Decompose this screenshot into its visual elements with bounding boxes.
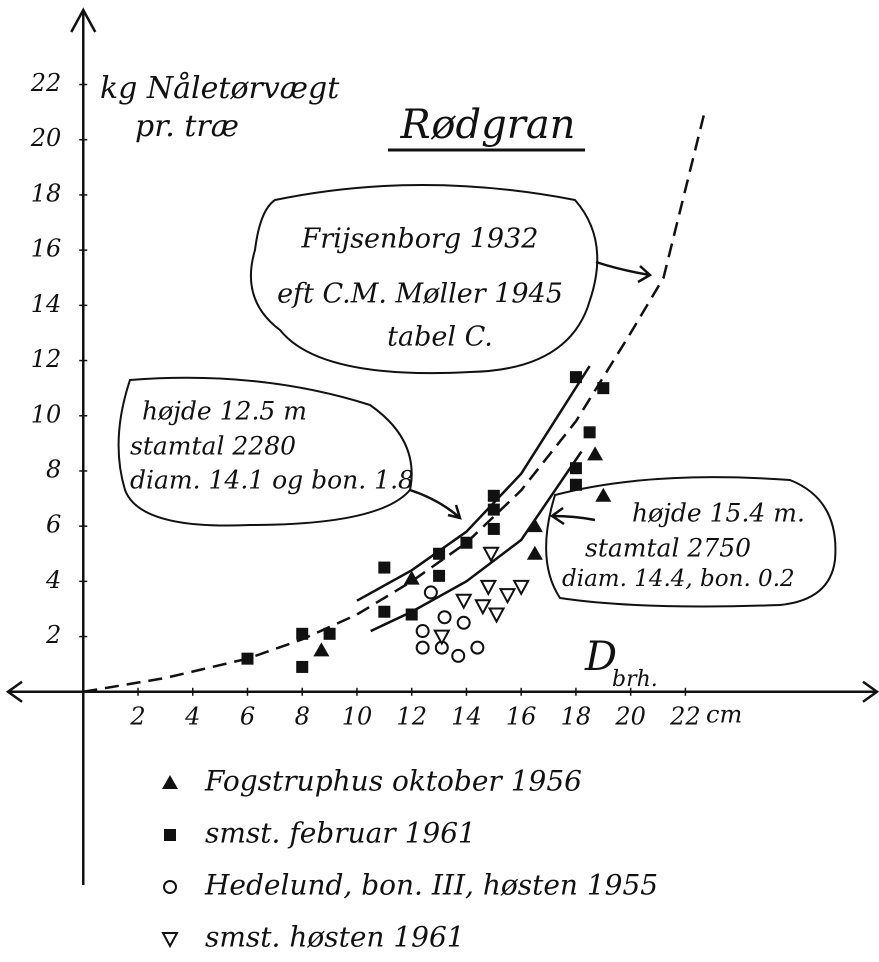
callout-arrow	[410, 490, 460, 518]
x-tick-label: 20	[614, 702, 646, 730]
point	[313, 642, 329, 656]
x-tick-label: 2	[129, 702, 145, 730]
y-tick-label: 10	[31, 400, 62, 428]
point	[570, 371, 582, 383]
y-tick-label: 20	[30, 124, 62, 152]
point	[527, 518, 543, 532]
x-tick-label: 16	[506, 702, 537, 730]
legend-label: Hedelund, bon. III, høsten 1955	[204, 869, 658, 902]
point	[296, 628, 308, 640]
annotation: tabel C.	[387, 322, 493, 353]
x-tick-label: 8	[295, 702, 310, 730]
y-tick-label: 6	[46, 511, 61, 539]
point	[570, 462, 582, 474]
point	[488, 504, 500, 516]
legend-marker	[164, 829, 176, 841]
point	[435, 631, 449, 644]
point	[597, 382, 609, 394]
y-tick-label: 4	[45, 566, 61, 594]
x-tick-label: 12	[396, 702, 427, 730]
y-axis-label: pr. træ	[135, 109, 239, 144]
chart: Rødgran kg Nåletørvægt pr. træ D brh. cm…	[0, 0, 879, 962]
x-tick-label: 10	[342, 702, 373, 730]
annotation: stamtal 2280	[130, 432, 296, 461]
point	[406, 608, 418, 620]
legend-label: Fogstruphus oktober 1956	[204, 765, 582, 798]
point	[488, 490, 500, 502]
annotation: eft C.M. Møller 1945	[277, 279, 563, 310]
point	[324, 628, 336, 640]
point	[452, 650, 464, 662]
point	[417, 625, 429, 637]
point	[458, 617, 470, 629]
point	[570, 479, 582, 491]
legend-label: smst. høsten 1961	[205, 921, 465, 954]
x-tick-label: 22	[669, 702, 701, 730]
y-tick-label: 12	[31, 345, 62, 373]
point	[417, 642, 429, 654]
point	[471, 642, 483, 654]
point	[460, 537, 472, 549]
chart-title: Rødgran	[400, 102, 576, 148]
point	[488, 523, 500, 535]
y-axis	[71, 10, 95, 885]
point	[501, 589, 515, 602]
annotation: Frijsenborg 1932	[301, 224, 539, 255]
x-tick-label: 14	[451, 702, 482, 730]
point	[241, 653, 253, 665]
point	[587, 446, 603, 460]
annotation: højde 12.5 m	[142, 397, 307, 426]
point	[378, 562, 390, 574]
x-axis-unit: cm	[706, 701, 742, 729]
x-axis-label: brh.	[612, 667, 658, 692]
point	[481, 581, 495, 594]
point	[296, 661, 308, 673]
y-tick-label: 22	[30, 69, 62, 97]
point	[378, 606, 390, 618]
annotation: diam. 14.4, bon. 0.2	[562, 566, 795, 592]
y-tick-label: 16	[31, 235, 62, 263]
point	[425, 586, 437, 598]
x-tick-label: 4	[184, 702, 200, 730]
y-tick-label: 18	[31, 179, 62, 207]
callout-arrow	[596, 262, 650, 282]
y-tick-label: 2	[45, 621, 61, 649]
annotation: højde 15.4 m.	[632, 499, 805, 528]
legend-marker	[163, 933, 177, 946]
annotation: diam. 14.1 og bon. 1.8	[130, 466, 414, 495]
legend-marker	[164, 881, 176, 893]
point	[527, 546, 543, 560]
legend-marker	[162, 775, 178, 789]
point	[439, 611, 451, 623]
legend-label: smst. februar 1961	[205, 817, 476, 850]
point	[476, 600, 490, 613]
point	[433, 570, 445, 582]
point	[433, 548, 445, 560]
x-tick-label: 18	[561, 702, 592, 730]
point	[457, 595, 471, 608]
y-axis-label: kg Nåletørvægt	[100, 71, 340, 106]
annotation: stamtal 2750	[585, 534, 751, 563]
point	[490, 608, 504, 621]
y-tick-label: 8	[46, 455, 61, 483]
point	[584, 426, 596, 438]
point	[514, 581, 528, 594]
x-tick-label: 6	[240, 702, 255, 730]
y-tick-label: 14	[31, 290, 62, 318]
